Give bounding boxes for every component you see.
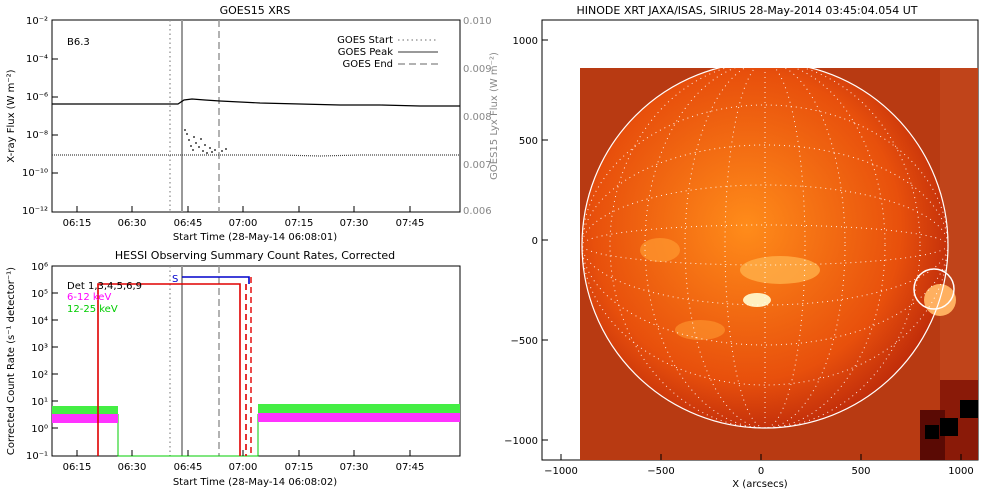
xrt-y-tick: 1000 [513,36,538,47]
xrt-x-tick: −500 [647,466,674,477]
hessi-marker-label: S [172,274,178,285]
hessi-x-ticks: 06:15 06:30 06:45 07:00 07:15 07:30 07:4… [63,450,425,473]
hessi-x-tick: 07:45 [396,462,425,473]
xrt-x-tick: 500 [851,466,870,477]
flare-location-circle [913,268,955,310]
goes-x-tick: 06:45 [174,218,203,229]
goes-flare-points [184,129,227,154]
xrt-x-tick: 0 [758,466,764,477]
hessi-y-tick: 10⁵ [31,289,48,300]
hessi-x-tick: 07:15 [285,462,314,473]
xrt-x-label: X (arcsecs) [732,479,788,490]
hessi-y-tick: 10² [31,370,48,381]
hessi-panel: HESSI Observing Summary Count Rates, Cor… [6,249,461,488]
goes-y-tick: 10⁻¹² [22,206,48,217]
goes-y-tick: 10⁻⁶ [26,92,48,103]
goes-y-tick: 10⁻² [26,16,48,27]
goes-y-right-tick: 0.008 [463,112,492,123]
goes-y-tick: 10⁻⁸ [26,130,48,141]
xrt-y-tick: −500 [511,336,538,347]
hessi-x-tick: 07:30 [340,462,369,473]
goes-long-channel-line [52,98,460,107]
hessi-x-tick: 06:30 [118,462,147,473]
goes-title: GOES15 XRS [220,4,291,17]
heliographic-grid [581,61,949,429]
hessi-plot-frame [51,265,461,457]
xrt-x-tick: −1000 [544,466,578,477]
hessi-y-tick: 10⁶ [31,262,48,273]
goes-x-tick: 07:30 [340,218,369,229]
xrt-panel: HINODE XRT JAXA/ISAS, SIRIUS 28-May-2014… [504,4,979,490]
xrt-y-tick: 0 [532,236,538,247]
hessi-12-25-series [52,404,460,457]
hessi-legend: Det 1,3,4,5,6,9 6-12 keV 12-25 keV [67,281,142,315]
xrt-x-ticks: −1000 −500 0 500 1000 [544,454,974,477]
hessi-title: HESSI Observing Summary Count Rates, Cor… [115,249,395,262]
goes-x-ticks: 06:15 06:30 06:45 07:00 07:15 07:30 07:4… [63,206,425,229]
goes-x-tick: 06:30 [118,218,147,229]
hessi-x-tick: 06:45 [174,462,203,473]
xrt-title: HINODE XRT JAXA/ISAS, SIRIUS 28-May-2014… [577,4,918,17]
hessi-red-bar [97,283,241,456]
hessi-legend-12-25: 12-25 keV [67,304,118,315]
goes-y-tick: 10⁻¹⁰ [22,168,48,179]
goes-y-ticks: 10⁻² 10⁻⁴ 10⁻⁶ 10⁻⁸ 10⁻¹⁰ 10⁻¹² [22,16,58,217]
goes-y-label: X-ray Flux (W m⁻²) [6,69,17,162]
xrt-y-tick: −1000 [504,436,538,447]
hessi-y-ticks: 10⁶ 10⁵ 10⁴ 10³ 10² 10¹ 10⁰ 10⁻¹ [26,262,58,462]
goes-panel: GOES15 XRS B6.3 GOES Start GOES Peak GOE… [6,4,500,243]
goes-x-label: Start Time (28-May-14 06:08:01) [173,232,337,243]
hessi-x-tick: 06:15 [63,462,92,473]
goes-y-right-label: GOES15 Lyx Flux (W m⁻²) [489,52,500,180]
solar-image [580,68,978,460]
goes-x-tick: 07:45 [396,218,425,229]
goes-x-tick: 06:15 [63,218,92,229]
hessi-y-tick: 10³ [31,343,48,354]
goes-legend-end: GOES End [343,59,393,70]
goes-x-tick: 07:15 [285,218,314,229]
hessi-x-tick: 07:00 [229,462,258,473]
goes-y-right-ticks: 0.010 0.009 0.008 0.007 0.006 [463,16,492,217]
hessi-y-tick: 10⁻¹ [26,451,48,462]
goes-plot-frame [51,19,461,213]
goes-x-tick: 07:00 [229,218,258,229]
hessi-legend-det: Det 1,3,4,5,6,9 [67,281,142,292]
goes-y-right-tick: 0.006 [463,206,492,217]
hessi-y-tick: 10⁰ [31,424,48,435]
goes-y-right-tick: 0.010 [463,16,492,27]
hessi-y-tick: 10⁴ [31,316,48,327]
goes-class-label: B6.3 [67,37,90,48]
hessi-legend-6-12: 6-12 keV [67,292,111,303]
goes-legend: GOES Start GOES Peak GOES End [337,35,438,70]
hessi-6-12-series [52,413,460,423]
xrt-x-tick: 1000 [948,466,973,477]
goes-y-right-tick: 0.009 [463,64,492,75]
goes-legend-start: GOES Start [337,35,393,46]
goes-y-right-tick: 0.007 [463,160,492,171]
hessi-y-label: Corrected Count Rate (s⁻¹ detector⁻¹) [6,267,17,455]
xrt-y-ticks: 1000 500 0 −500 −1000 [504,36,548,447]
xrt-y-tick: 500 [519,136,538,147]
goes-legend-peak: GOES Peak [338,47,393,58]
hessi-blue-bar [182,276,250,284]
solar-disk [582,68,948,428]
hessi-x-label: Start Time (28-May-14 06:08:02) [173,477,337,488]
hessi-y-tick: 10¹ [31,397,48,408]
goes-short-channel-line [52,154,460,157]
goes-y-tick: 10⁻⁴ [26,54,48,65]
